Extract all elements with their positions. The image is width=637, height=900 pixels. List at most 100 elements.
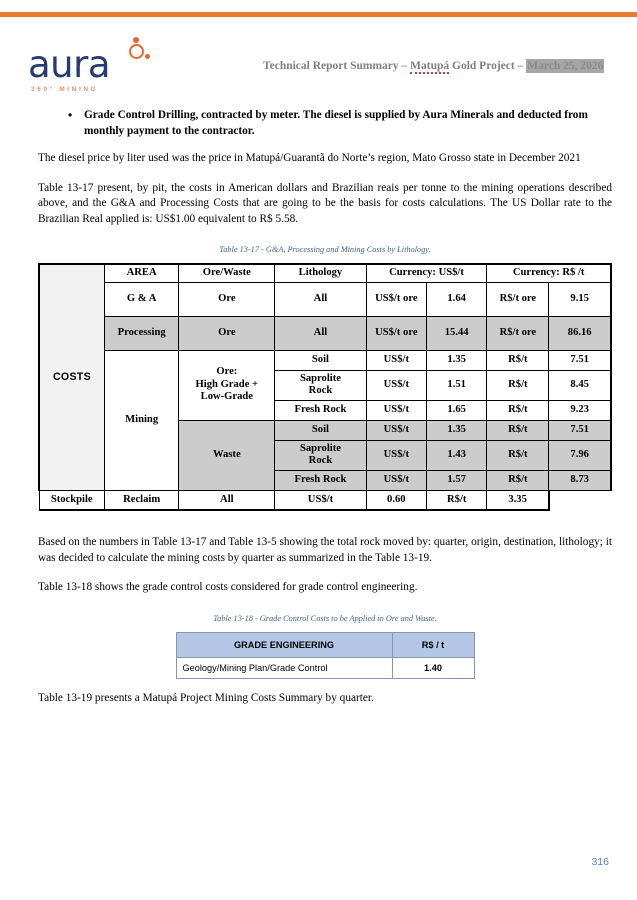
grade-table-row: Geology/Mining Plan/Grade Control 1.40 bbox=[175, 656, 475, 679]
cell-ore-waste: Ore bbox=[178, 281, 276, 317]
bullet-marker-icon: • bbox=[68, 108, 73, 122]
header-cell-currency-usd: Currency: US$/t bbox=[365, 263, 488, 283]
cell-usd-unit: US$/t bbox=[365, 349, 427, 371]
cell-usd-unit: US$/t bbox=[365, 399, 427, 421]
logo-circle-icon bbox=[126, 36, 152, 66]
table-row: Processing Ore All US$/t ore 15.44 R$/t … bbox=[39, 315, 613, 351]
logo-tagline: 360° MINING bbox=[31, 86, 99, 93]
grade-table-caption: Table 13-18 - Grade Control Costs to be … bbox=[213, 613, 437, 623]
ore-line-3: Low-Grade bbox=[200, 391, 253, 403]
cell-brl-value: 8.73 bbox=[548, 469, 613, 491]
page-header: aura 360° MINING Technical Report Summar… bbox=[0, 17, 637, 93]
cell-lithology: Fresh Rock bbox=[274, 399, 367, 421]
cell-usd-unit: US$/t bbox=[274, 489, 367, 511]
cell-usd-unit: US$/t bbox=[365, 469, 427, 491]
header-cell-lithology: Lithology bbox=[274, 263, 367, 283]
cell-lithology: All bbox=[178, 489, 276, 511]
cell-usd-unit: US$/t bbox=[365, 419, 427, 441]
bullet-list-item: • Grade Control Drilling, contracted by … bbox=[38, 108, 612, 139]
cell-brl-value: 86.16 bbox=[548, 315, 613, 351]
cell-ore-waste-waste: Waste bbox=[178, 419, 276, 491]
header-cell-ore-waste: Ore/Waste bbox=[178, 263, 276, 283]
grade-table-wrapper: GRADE ENGINEERING R$ / t Geology/Mining … bbox=[38, 631, 612, 679]
cell-brl-unit: R$/t bbox=[486, 439, 550, 471]
ore-line-1: Ore: bbox=[216, 366, 238, 378]
logo-dot-side-shape bbox=[145, 54, 150, 59]
cell-brl-unit: R$/t bbox=[425, 489, 488, 511]
cell-brl-value: 3.35 bbox=[486, 489, 550, 511]
header-cell-currency-brl: Currency: R$ /t bbox=[486, 263, 613, 283]
cell-lithology: Saprolite Rock bbox=[274, 369, 367, 401]
grade-header-engineering: GRADE ENGINEERING bbox=[175, 631, 393, 658]
logo-ring-shape bbox=[129, 44, 144, 59]
cell-lithology: Fresh Rock bbox=[274, 469, 367, 491]
header-accent-bar bbox=[0, 12, 637, 17]
table-header-row: COSTS AREA Ore/Waste Lithology Currency:… bbox=[37, 263, 613, 491]
paragraph-table-intro: Table 13-17 present, by pit, the costs i… bbox=[38, 181, 612, 225]
cell-ore-waste-ore: Ore: High Grade + Low-Grade bbox=[178, 349, 276, 421]
cell-brl-value: 9.15 bbox=[548, 281, 613, 317]
cell-lithology: All bbox=[274, 315, 367, 351]
cell-brl-unit: R$/t bbox=[486, 369, 550, 401]
cell-lithology: Soil bbox=[274, 419, 367, 441]
cell-ore-waste: Ore bbox=[178, 315, 276, 351]
cell-brl-value: 7.51 bbox=[548, 419, 613, 441]
cell-brl-unit: R$/t bbox=[486, 469, 550, 491]
cell-brl-value: 7.51 bbox=[548, 349, 613, 371]
costs-table-caption: Table 13-17 - G&A, Processing and Mining… bbox=[219, 245, 431, 254]
cell-lithology: All bbox=[274, 281, 367, 317]
table-row: Fresh Rock US$/t 1.65 R$/t 9.23 bbox=[39, 399, 613, 421]
bullet-item-text: Grade Control Drilling, contracted by me… bbox=[84, 109, 588, 137]
cell-area: Processing bbox=[103, 315, 180, 351]
costs-table: COSTS AREA Ore/Waste Lithology Currency:… bbox=[37, 263, 613, 511]
cell-brl-unit: R$/t ore bbox=[486, 315, 550, 351]
header-title-date-highlight: March 25, 2026 bbox=[526, 59, 605, 73]
aura-logo: aura 360° MINING bbox=[28, 36, 168, 96]
header-title-project-name: Matupá bbox=[410, 60, 450, 74]
lithology-line-2: Rock bbox=[308, 455, 333, 466]
cell-area: G & A bbox=[103, 281, 180, 317]
table-row: Mining Ore: High Grade + Low-Grade Soil … bbox=[39, 349, 613, 491]
cell-usd-value: 15.44 bbox=[425, 315, 488, 351]
grade-row-label: Geology/Mining Plan/Grade Control bbox=[175, 656, 393, 679]
page-number: 316 bbox=[591, 856, 609, 868]
paragraph-closing: Table 13-19 presents a Matupá Project Mi… bbox=[38, 691, 374, 704]
cell-lithology: Soil bbox=[274, 349, 367, 371]
lithology-line-1: Saprolite bbox=[299, 372, 341, 384]
cell-area: Stockpile bbox=[38, 489, 105, 511]
cell-ore-waste: Reclaim bbox=[103, 489, 180, 511]
header-title: Technical Report Summary – Matupá Gold P… bbox=[263, 59, 605, 74]
cell-usd-value: 1.43 bbox=[425, 439, 488, 471]
grade-header-rate: R$ / t bbox=[391, 631, 475, 658]
cell-usd-unit: US$/t ore bbox=[365, 315, 427, 351]
cell-usd-value: 1.35 bbox=[425, 349, 488, 371]
paragraph-based-on: Based on the numbers in Table 13-17 and … bbox=[38, 536, 612, 564]
ore-line-2: High Grade + bbox=[195, 378, 259, 390]
cell-brl-value: 7.96 bbox=[548, 439, 613, 471]
cell-lithology: Saprolite Rock bbox=[274, 439, 367, 471]
cell-brl-unit: R$/t bbox=[486, 349, 550, 371]
cell-brl-value: 9.23 bbox=[548, 399, 613, 421]
header-title-prefix: Technical Report Summary – bbox=[263, 60, 411, 72]
cell-usd-unit: US$/t bbox=[365, 439, 427, 471]
cell-brl-unit: R$/t ore bbox=[486, 281, 550, 317]
document-content: • Grade Control Drilling, contracted by … bbox=[37, 108, 613, 706]
costs-row-label: COSTS bbox=[37, 263, 105, 491]
grade-control-table: GRADE ENGINEERING R$ / t Geology/Mining … bbox=[175, 631, 475, 679]
paragraph-diesel-price: The diesel price by liter used was the p… bbox=[38, 152, 581, 164]
cell-area-mining: Mining bbox=[103, 349, 180, 491]
cell-usd-unit: US$/t ore bbox=[365, 281, 427, 317]
table-row: Waste Soil US$/t 1.35 R$/t 7.51 bbox=[39, 419, 613, 491]
cell-usd-value: 1.51 bbox=[425, 369, 488, 401]
header-title-middle: Gold Project – bbox=[449, 60, 527, 72]
cell-brl-value: 8.45 bbox=[548, 369, 613, 401]
cell-usd-value: 1.57 bbox=[425, 469, 488, 491]
cell-brl-unit: R$/t bbox=[486, 399, 550, 421]
paragraph-grade-intro: Table 13-18 shows the grade control cost… bbox=[38, 581, 418, 593]
cell-usd-value: 0.60 bbox=[365, 489, 427, 511]
logo-dot-top-shape bbox=[133, 37, 139, 43]
table-row: Saprolite Rock US$/t 1.51 R$/t 8.45 bbox=[39, 369, 613, 401]
table-row: G & A Ore All US$/t ore 1.64 R$/t ore 9.… bbox=[39, 281, 613, 317]
lithology-line-2: Rock bbox=[308, 385, 333, 396]
